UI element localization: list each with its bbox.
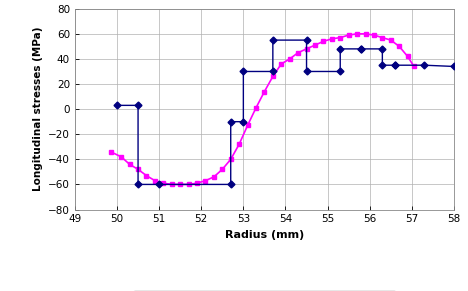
Smoothed values xyxy=(118,155,124,159)
Smoothed values xyxy=(388,38,394,42)
Smoothed values xyxy=(161,181,166,185)
Experimental data xyxy=(337,70,343,73)
Smoothed values xyxy=(262,90,267,93)
Experimental data xyxy=(358,47,364,51)
Experimental data xyxy=(114,104,120,107)
Smoothed values xyxy=(321,40,326,43)
Line: Experimental data: Experimental data xyxy=(115,38,456,187)
Smoothed values xyxy=(287,57,292,61)
Experimental data xyxy=(241,70,246,73)
Experimental data xyxy=(135,183,141,186)
Smoothed values xyxy=(337,36,343,39)
Experimental data xyxy=(337,47,343,51)
Experimental data xyxy=(380,47,385,51)
Smoothed values xyxy=(211,175,217,179)
Y-axis label: Longitudinal stresses (MPa): Longitudinal stresses (MPa) xyxy=(33,27,43,191)
Experimental data xyxy=(270,70,276,73)
Experimental data xyxy=(392,63,398,67)
Smoothed values xyxy=(396,45,402,48)
Smoothed values xyxy=(219,168,225,171)
Experimental data xyxy=(380,63,385,67)
Experimental data xyxy=(270,38,276,42)
X-axis label: Radius (mm): Radius (mm) xyxy=(225,230,304,240)
Experimental data xyxy=(422,63,427,67)
Smoothed values xyxy=(295,51,301,54)
Smoothed values xyxy=(194,181,200,185)
Smoothed values xyxy=(203,179,208,182)
Smoothed values xyxy=(228,158,234,161)
Smoothed values xyxy=(177,183,183,186)
Smoothed values xyxy=(278,62,284,66)
Experimental data xyxy=(392,63,398,67)
Experimental data xyxy=(228,183,234,186)
Smoothed values xyxy=(411,65,417,68)
Smoothed values xyxy=(245,124,250,127)
Experimental data xyxy=(228,120,234,123)
Smoothed values xyxy=(253,106,259,110)
Experimental data xyxy=(451,65,457,68)
Smoothed values xyxy=(329,37,335,41)
Smoothed values xyxy=(236,143,242,146)
Smoothed values xyxy=(135,168,141,171)
Experimental data xyxy=(358,47,364,51)
Experimental data xyxy=(304,70,309,73)
Smoothed values xyxy=(354,32,360,36)
Smoothed values xyxy=(363,32,368,36)
Smoothed values xyxy=(127,163,132,166)
Smoothed values xyxy=(304,47,309,51)
Experimental data xyxy=(241,120,246,123)
Experimental data xyxy=(135,104,141,107)
Smoothed values xyxy=(405,55,410,58)
Smoothed values xyxy=(380,36,385,39)
Smoothed values xyxy=(152,179,158,182)
Smoothed values xyxy=(144,174,149,178)
Smoothed values xyxy=(312,43,318,47)
Line: Smoothed values: Smoothed values xyxy=(108,31,417,187)
Experimental data xyxy=(304,38,309,42)
Smoothed values xyxy=(186,183,191,186)
Smoothed values xyxy=(371,33,377,37)
Smoothed values xyxy=(108,150,114,154)
Smoothed values xyxy=(169,183,175,186)
Smoothed values xyxy=(346,33,351,37)
Smoothed values xyxy=(270,75,276,78)
Experimental data xyxy=(156,183,162,186)
